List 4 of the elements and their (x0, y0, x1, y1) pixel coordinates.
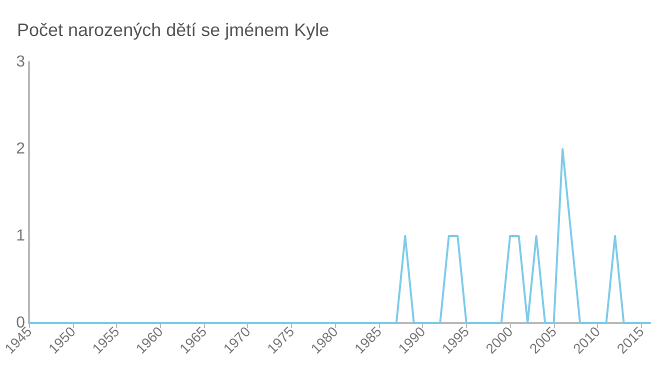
chart-title: Počet narozených dětí se jménem Kyle (17, 20, 330, 40)
y-tick-label: 3 (16, 54, 26, 70)
y-tick-label: 2 (16, 140, 26, 158)
y-tick-label: 1 (16, 228, 26, 244)
